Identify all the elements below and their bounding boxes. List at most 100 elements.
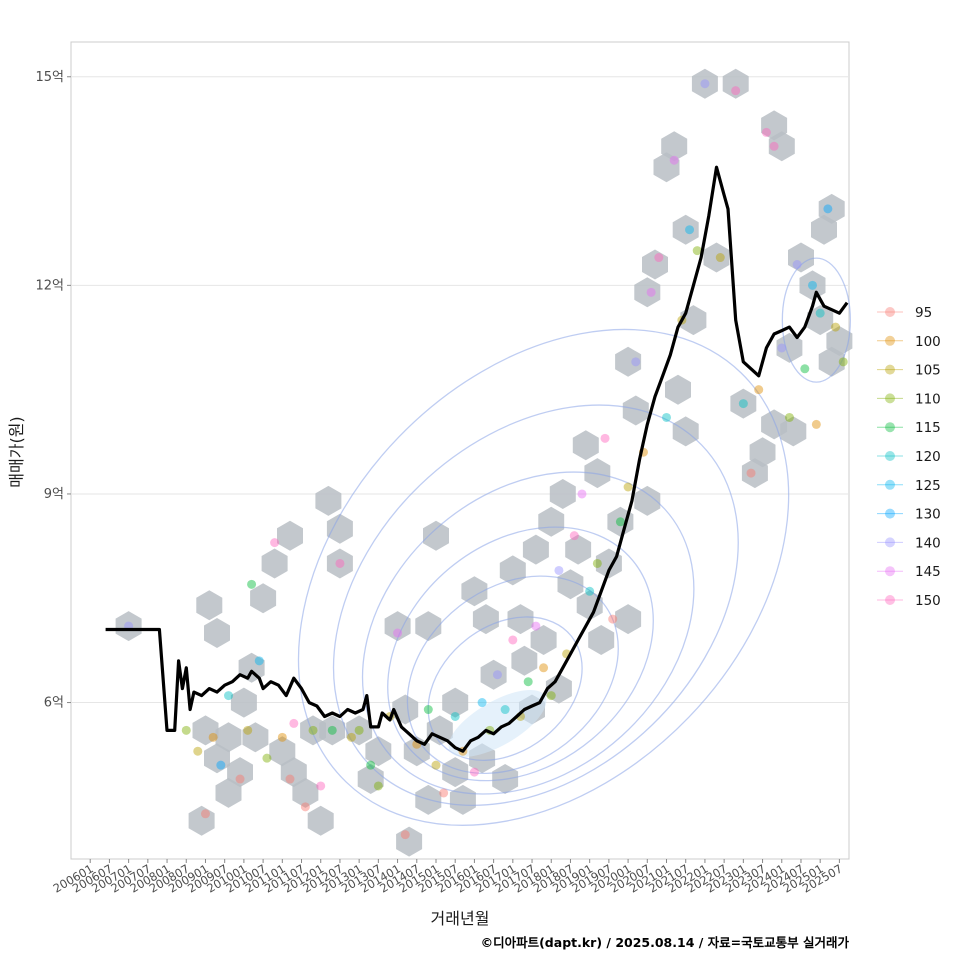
legend-key-point	[885, 364, 895, 375]
hexbin-cell	[196, 590, 223, 621]
hexbin-cell	[768, 131, 795, 162]
hexbin-cell	[319, 715, 346, 746]
legend-key-point	[885, 479, 895, 490]
hexbin-cell	[507, 604, 534, 635]
data-point	[327, 725, 337, 735]
x-tick-label: 202507	[800, 861, 845, 895]
data-point	[662, 412, 672, 422]
density-contour	[427, 616, 583, 761]
legend-key-point	[885, 537, 895, 548]
hexbin-cell	[392, 694, 419, 725]
data-point	[393, 628, 403, 638]
hexbin-cell	[615, 346, 642, 377]
hexbin-cell	[545, 673, 572, 704]
data-point	[247, 579, 257, 589]
x-axis-title: 거래년월	[431, 909, 490, 928]
data-point	[585, 586, 595, 596]
legend-label: 110	[915, 391, 941, 407]
hexbin-cell	[280, 757, 307, 788]
hexbin-cell	[672, 214, 699, 245]
hexbin-cell	[192, 715, 219, 746]
data-point	[469, 767, 479, 777]
hexbin-cell	[776, 332, 803, 363]
y-tick-label: 15억	[35, 70, 64, 85]
data-point	[754, 385, 764, 395]
hexbin-cell	[442, 757, 469, 788]
data-point	[692, 246, 702, 256]
density-contour	[406, 575, 619, 775]
legend: 95 100 105 110 115 120 125 130 140 145 150	[877, 305, 941, 609]
hexbin-cell	[703, 242, 730, 273]
data-point	[200, 809, 210, 819]
hexbin-cell	[691, 68, 718, 99]
data-point	[715, 253, 725, 263]
hexbin-cell	[584, 458, 611, 489]
legend-label: 140	[915, 535, 941, 551]
trend-line	[105, 165, 849, 753]
data-point	[623, 482, 633, 492]
hexbin-cell	[307, 805, 334, 836]
data-point	[254, 656, 264, 666]
hexbin-cell	[423, 520, 449, 551]
hexbin-cell	[269, 736, 296, 767]
data-point	[784, 412, 794, 422]
hexbin-cell	[215, 722, 242, 753]
data-point	[831, 322, 841, 332]
data-point	[815, 308, 825, 318]
hexbin-cell	[442, 687, 469, 718]
data-point	[492, 670, 502, 680]
data-point	[523, 677, 533, 687]
data-point	[354, 725, 364, 735]
hexbin-cell	[204, 618, 230, 648]
hexbin-cell	[799, 270, 826, 301]
hexbin-cell	[230, 687, 257, 718]
y-axis-title: 매매가(원)	[7, 416, 26, 487]
data-point	[531, 621, 541, 631]
density-contour	[387, 526, 654, 782]
data-point	[646, 287, 656, 297]
hexbin-cell	[565, 534, 592, 565]
data-point	[615, 517, 625, 527]
data-point	[400, 830, 410, 840]
hexbin-cell	[780, 416, 807, 447]
data-point	[700, 79, 710, 89]
legend-label: 130	[915, 507, 941, 523]
data-point	[569, 531, 579, 541]
hexbin-cell	[472, 604, 499, 635]
hexbin-cell	[749, 437, 776, 468]
legend-key-point	[885, 566, 895, 577]
hexbin-cell	[426, 715, 453, 746]
data-point	[800, 364, 810, 374]
hexbin-cell	[549, 479, 576, 509]
data-point	[731, 86, 741, 96]
y-axis-ticks: 6억 9억 12억 15억	[35, 70, 71, 711]
data-point	[243, 725, 253, 735]
data-point	[277, 732, 287, 742]
data-point	[654, 253, 664, 263]
hexbin-cell	[530, 625, 557, 655]
hexbin-cell	[588, 625, 615, 655]
hexbin-cell	[576, 590, 603, 621]
data-point	[546, 691, 556, 701]
legend-key-point	[885, 508, 895, 519]
hexbin-cell	[461, 576, 488, 607]
hexbin-cell	[811, 214, 837, 245]
data-point	[193, 746, 203, 756]
hexbin-cell	[250, 583, 277, 614]
data-point	[270, 538, 280, 548]
data-point	[823, 204, 833, 214]
hexbin-cell	[415, 611, 442, 642]
density-contour	[297, 328, 790, 826]
legend-label: 125	[915, 478, 941, 494]
data-point	[308, 725, 318, 735]
data-point	[777, 343, 787, 353]
y-tick-label: 12억	[35, 278, 64, 293]
data-point	[685, 225, 695, 235]
hexbin-cell	[642, 249, 668, 280]
hexbin-cell	[665, 374, 691, 405]
x-axis-ticks: 2006012006072007012007072008012008072009…	[51, 859, 845, 896]
hexbin-cell	[722, 68, 749, 99]
data-point	[366, 760, 376, 770]
data-point	[235, 774, 245, 784]
hexbin-cell	[615, 604, 642, 635]
